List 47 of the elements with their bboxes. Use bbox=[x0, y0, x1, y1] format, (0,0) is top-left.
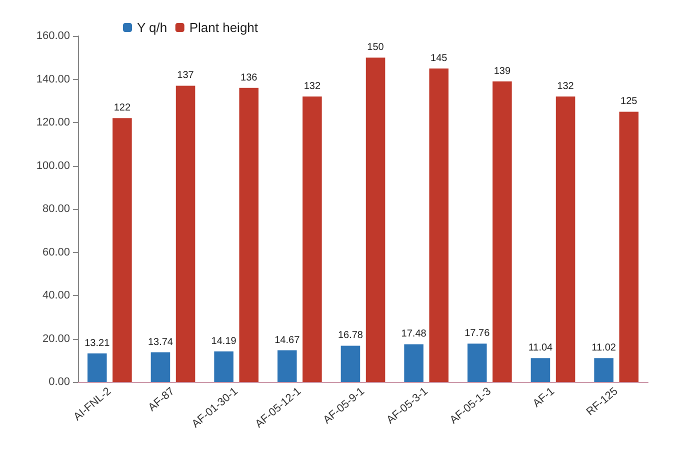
bar bbox=[530, 358, 550, 382]
bar bbox=[468, 344, 487, 382]
bar bbox=[302, 96, 322, 382]
data-label: 13.21 bbox=[84, 338, 110, 349]
bar bbox=[239, 88, 258, 382]
data-label: 11.04 bbox=[528, 342, 554, 354]
data-label: 13.74 bbox=[148, 336, 174, 348]
bar bbox=[112, 118, 132, 382]
data-label: 122 bbox=[114, 102, 131, 114]
legend-label: Plant height bbox=[189, 20, 258, 35]
bar bbox=[556, 96, 576, 382]
bar bbox=[88, 353, 107, 382]
bar bbox=[429, 68, 448, 382]
y-tick-label: 160.00 bbox=[36, 30, 70, 42]
data-label: 14.67 bbox=[274, 334, 300, 346]
y-tick-label: 60.00 bbox=[42, 246, 70, 258]
data-label: 132 bbox=[304, 81, 321, 92]
y-tick-label: 40.00 bbox=[42, 290, 70, 302]
bar bbox=[340, 346, 360, 382]
bar bbox=[214, 351, 234, 382]
data-label: 150 bbox=[367, 42, 384, 54]
data-label: 11.02 bbox=[592, 342, 616, 354]
data-label: 16.78 bbox=[338, 330, 364, 342]
y-tick-label: 20.00 bbox=[42, 332, 70, 345]
bar bbox=[404, 344, 424, 382]
data-label: 17.48 bbox=[401, 328, 427, 340]
y-tick-label: 80.00 bbox=[42, 203, 70, 215]
bar bbox=[492, 81, 512, 382]
data-label: 17.76 bbox=[464, 328, 490, 340]
data-label: 14.19 bbox=[211, 336, 237, 347]
data-label: 137 bbox=[177, 70, 194, 82]
y-tick-label: 0.00 bbox=[48, 376, 70, 388]
bar bbox=[619, 112, 638, 382]
data-label: 132 bbox=[557, 81, 574, 92]
legend-label: Y q/h bbox=[137, 20, 168, 35]
data-label: 145 bbox=[430, 52, 448, 64]
y-tick-label: 100.00 bbox=[36, 160, 70, 172]
y-tick-label: 140.00 bbox=[36, 73, 70, 86]
bar bbox=[150, 352, 170, 382]
bar bbox=[176, 86, 196, 382]
data-label: 125 bbox=[620, 96, 638, 108]
bar bbox=[366, 58, 386, 382]
y-tick-label: 120.00 bbox=[36, 116, 70, 128]
bar bbox=[278, 350, 297, 382]
data-label: 139 bbox=[494, 66, 511, 77]
bar bbox=[594, 358, 614, 382]
data-label: 136 bbox=[240, 72, 258, 84]
